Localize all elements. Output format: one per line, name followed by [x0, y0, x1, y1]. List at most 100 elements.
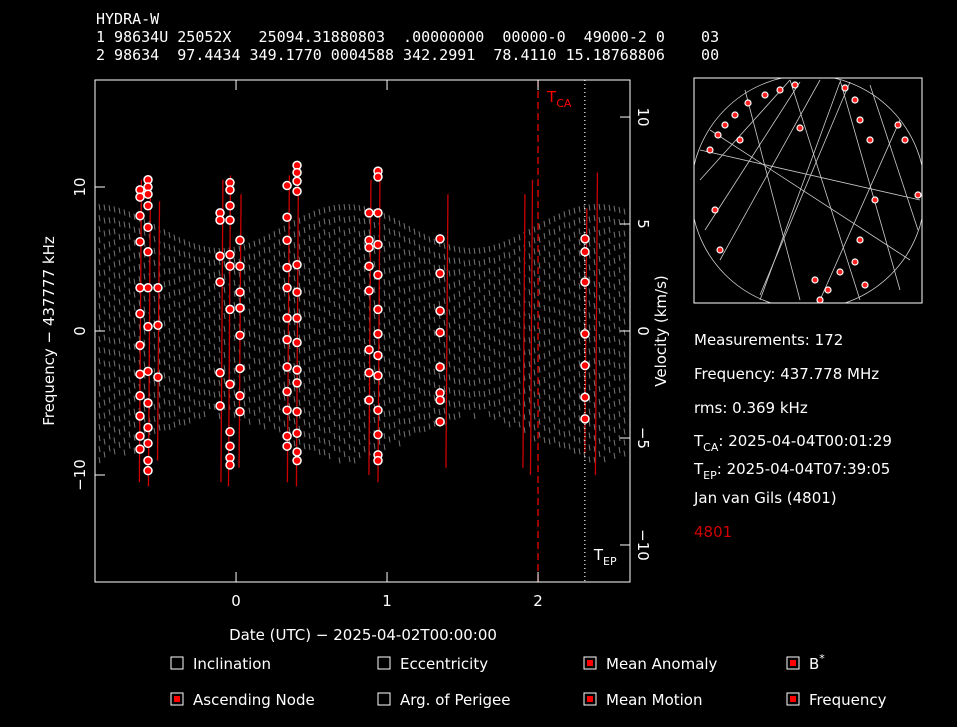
model-texture — [393, 301, 396, 308]
model-texture — [513, 296, 516, 304]
checkbox[interactable]: Arg. of Perigee — [377, 691, 511, 709]
model-texture — [233, 334, 236, 341]
checkbox-label-text[interactable]: Ascending Node — [193, 691, 315, 709]
model-texture — [578, 250, 581, 257]
model-texture — [578, 272, 581, 279]
model-texture — [393, 433, 396, 440]
model-texture — [553, 254, 556, 261]
measurement — [282, 313, 292, 323]
measurement — [364, 395, 374, 405]
checkbox-box[interactable] — [786, 692, 800, 706]
model-texture — [108, 337, 111, 344]
model-texture — [463, 403, 466, 410]
model-texture — [153, 259, 156, 266]
checkbox-label-text[interactable]: Mean Motion — [606, 691, 703, 709]
checkbox-box[interactable] — [786, 656, 800, 670]
checkbox-label-text[interactable]: Inclination — [193, 655, 271, 673]
model-texture — [393, 277, 396, 284]
checkbox[interactable]: Eccentricity — [377, 655, 488, 673]
model-texture — [323, 229, 326, 236]
model-texture — [278, 338, 281, 345]
checkbox-label[interactable]: Ascending Node — [193, 691, 315, 709]
model-texture — [588, 384, 591, 391]
model-texture — [358, 244, 361, 251]
model-texture — [513, 320, 516, 328]
checkbox-box[interactable] — [583, 692, 597, 706]
model-texture — [248, 319, 251, 326]
model-texture — [618, 446, 621, 454]
model-texture — [518, 234, 521, 241]
model-texture — [358, 361, 361, 368]
model-texture — [508, 252, 511, 259]
checkbox-label[interactable]: Mean Anomaly — [606, 655, 718, 673]
checkbox-label-text[interactable]: Frequency — [809, 691, 887, 709]
checkbox-check[interactable] — [790, 660, 796, 666]
model-texture — [168, 315, 171, 323]
model-texture — [258, 298, 261, 305]
model-texture — [358, 270, 361, 277]
checkbox-box[interactable] — [583, 656, 597, 670]
checkbox-box[interactable] — [170, 656, 184, 670]
model-texture — [538, 392, 541, 399]
checkbox[interactable]: Mean Motion — [583, 691, 703, 709]
model-texture — [103, 334, 106, 341]
checkbox[interactable]: Inclination — [170, 655, 271, 673]
model-texture — [613, 205, 616, 212]
model-texture — [463, 273, 466, 280]
model-texture — [483, 390, 486, 398]
checkbox-label[interactable]: Inclination — [193, 655, 271, 673]
model-texture — [163, 333, 166, 340]
model-texture — [313, 236, 316, 243]
model-texture — [188, 384, 191, 391]
model-texture — [413, 228, 416, 235]
model-texture — [273, 315, 276, 322]
model-texture — [343, 281, 346, 289]
model-texture — [248, 396, 251, 403]
model-texture — [428, 357, 431, 364]
checkbox-label[interactable]: Eccentricity — [400, 655, 488, 673]
model-texture — [128, 420, 131, 427]
model-texture — [563, 321, 566, 328]
model-texture — [413, 316, 416, 323]
measurement — [292, 167, 302, 178]
model-texture — [433, 420, 436, 427]
checkbox-check[interactable] — [587, 696, 593, 702]
model-texture — [428, 379, 431, 386]
checkbox-label-text[interactable]: Arg. of Perigee — [400, 691, 511, 709]
model-texture — [278, 415, 281, 422]
model-texture — [128, 288, 131, 295]
model-texture — [313, 379, 316, 386]
checkbox[interactable]: B* — [786, 652, 825, 673]
measurement — [373, 239, 383, 250]
model-texture — [258, 310, 261, 317]
checkbox[interactable]: Mean Anomaly — [583, 655, 718, 673]
model-texture — [143, 339, 146, 346]
checkbox-label-sup[interactable]: * — [819, 652, 825, 665]
checkbox-label[interactable]: B* — [809, 652, 825, 673]
checkbox-check[interactable] — [587, 660, 593, 666]
checkbox-label[interactable]: Arg. of Perigee — [400, 691, 511, 709]
checkbox[interactable]: Frequency — [786, 691, 887, 709]
checkbox-label-text[interactable]: Eccentricity — [400, 655, 488, 673]
model-texture — [403, 353, 406, 360]
checkbox-label[interactable]: Frequency — [809, 691, 887, 709]
checkbox-box[interactable] — [377, 656, 391, 670]
checkbox-label-text[interactable]: B — [809, 655, 819, 673]
model-texture — [618, 350, 621, 358]
checkbox-label[interactable]: Mean Motion — [606, 691, 703, 709]
model-texture — [278, 228, 281, 235]
model-texture — [178, 276, 181, 283]
model-texture — [123, 365, 126, 372]
checkbox-check[interactable] — [174, 696, 180, 702]
model-texture — [153, 415, 156, 422]
model-texture — [423, 305, 426, 313]
checkbox-box[interactable] — [170, 692, 184, 706]
measurement — [580, 360, 590, 371]
checkbox-box[interactable] — [377, 692, 391, 706]
checkbox-label-text[interactable]: Mean Anomaly — [606, 655, 718, 673]
checkbox-check[interactable] — [790, 696, 796, 702]
model-texture — [108, 265, 111, 272]
checkbox[interactable]: Ascending Node — [170, 691, 315, 709]
model-texture — [198, 352, 201, 359]
model-texture — [578, 448, 581, 455]
